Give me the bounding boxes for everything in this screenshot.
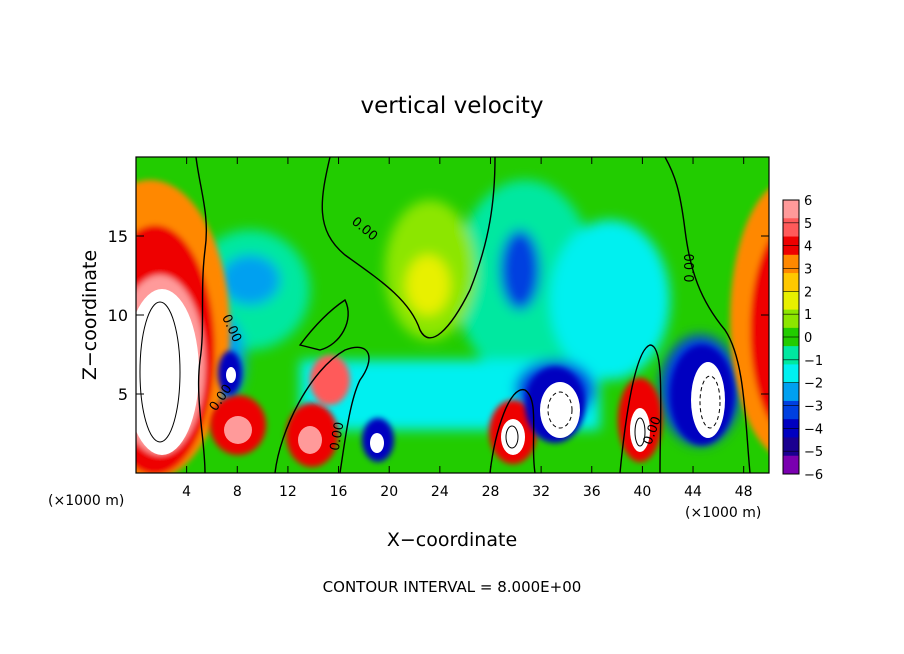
core-left-white: [136, 289, 199, 455]
colorbar-swatch: [783, 273, 799, 292]
contour-interval: CONTOUR INTERVAL = 8.000E+00: [323, 578, 582, 596]
contour-label: 0.00: [683, 254, 698, 283]
updraft-core-8: [224, 416, 252, 444]
x-tick-label: 24: [431, 484, 449, 500]
colorbar-label: 4: [804, 240, 812, 255]
chart-title: vertical velocity: [361, 93, 544, 119]
colorbar-swatch: [783, 309, 799, 329]
updraft-core-14: [298, 426, 322, 454]
zero-contour-center-upper: [321, 157, 496, 339]
y-tick-label: 10: [108, 306, 128, 325]
colorbar-label: −4: [804, 422, 823, 437]
y-axis-label: Z−coordinate: [79, 250, 101, 380]
zero-contour-lower-mid: [489, 389, 536, 473]
x-tick-label: 20: [380, 484, 398, 500]
colorbar-label: −2: [804, 377, 823, 392]
colorbar-swatch: [783, 254, 799, 274]
velocity-field: [136, 157, 769, 473]
colorbar-label: 2: [804, 285, 812, 300]
colorbar-swatch: [783, 382, 799, 402]
colorbar-swatch: [783, 437, 799, 457]
colorbar-label: −3: [804, 400, 823, 415]
zero-contour-lower-right: [619, 344, 662, 473]
updraft-core-30: [501, 419, 525, 455]
x-tick-label: 36: [583, 484, 601, 500]
zone-yellow: [406, 255, 450, 315]
downdraft-core-7: [226, 367, 236, 383]
x-tick-label: 8: [233, 484, 242, 500]
x-tick-label: 16: [330, 484, 348, 500]
colorbar-label: 3: [804, 263, 812, 278]
x-tick-label: 32: [532, 484, 550, 500]
colorbar-label: −6: [804, 468, 823, 483]
colorbar: 6 5 4 3 2 1 0 −1 −2 −3 −4 −5 −6: [782, 194, 823, 483]
colorbar-swatch: [783, 291, 799, 311]
colorbar-swatch: [783, 218, 799, 238]
contour-label: 0.00: [328, 421, 348, 452]
colorbar-label: −5: [804, 445, 823, 460]
inner-contour-30: [505, 425, 519, 449]
colorbar-swatch: [783, 346, 799, 365]
dashed-contour-45: [699, 375, 721, 429]
colorbar-swatch: [783, 200, 799, 219]
band-right-red: [750, 240, 769, 420]
colorbar-label: 6: [804, 194, 812, 209]
updraft-core-40: [630, 408, 650, 452]
colorbar-label: 1: [804, 308, 812, 323]
x-tick-label: 48: [735, 484, 753, 500]
zone-cyan-right: [550, 220, 670, 380]
x-unit-right: (×1000 m): [685, 505, 761, 521]
x-tick-label: 40: [633, 484, 651, 500]
y-tick-label: 15: [108, 227, 128, 246]
colorbar-swatch: [783, 400, 799, 420]
colorbar-label: 0: [804, 331, 812, 346]
zero-contour-left: [195, 157, 208, 473]
downdraft-core-45: [691, 362, 725, 438]
zero-contour-center-lower: [274, 346, 370, 473]
x-tick-label: 44: [684, 484, 702, 500]
y-tick-label: 5: [118, 385, 128, 404]
zone-blue-left: [220, 255, 280, 305]
downdraft-core-19: [370, 433, 384, 453]
x-unit-left: (×1000 m): [48, 493, 124, 509]
inner-contour-left: [139, 301, 181, 443]
colorbar-label: 5: [804, 217, 812, 232]
zero-contour-loop: [298, 298, 349, 351]
colorbar-swatch: [783, 455, 799, 475]
x-axis-label: X−coordinate: [387, 529, 517, 551]
x-tick-label: 4: [182, 484, 191, 500]
colorbar-swatch: [783, 364, 799, 384]
zone-blue-center: [500, 230, 540, 310]
zero-contour-right: [664, 157, 751, 473]
x-axis-ticks: 4 8 12 16 20 24 28 32 36 40 44 48: [182, 157, 753, 500]
x-tick-label: 12: [279, 484, 297, 500]
colorbar-label: −1: [804, 354, 823, 369]
x-tick-label: 28: [482, 484, 500, 500]
downdraft-core-33: [540, 382, 580, 438]
y-axis-ticks: 5 10 15: [108, 227, 769, 404]
updraft-cell-15: [310, 355, 350, 405]
inner-contour-40: [634, 417, 646, 447]
dashed-contour-33: [547, 391, 573, 429]
